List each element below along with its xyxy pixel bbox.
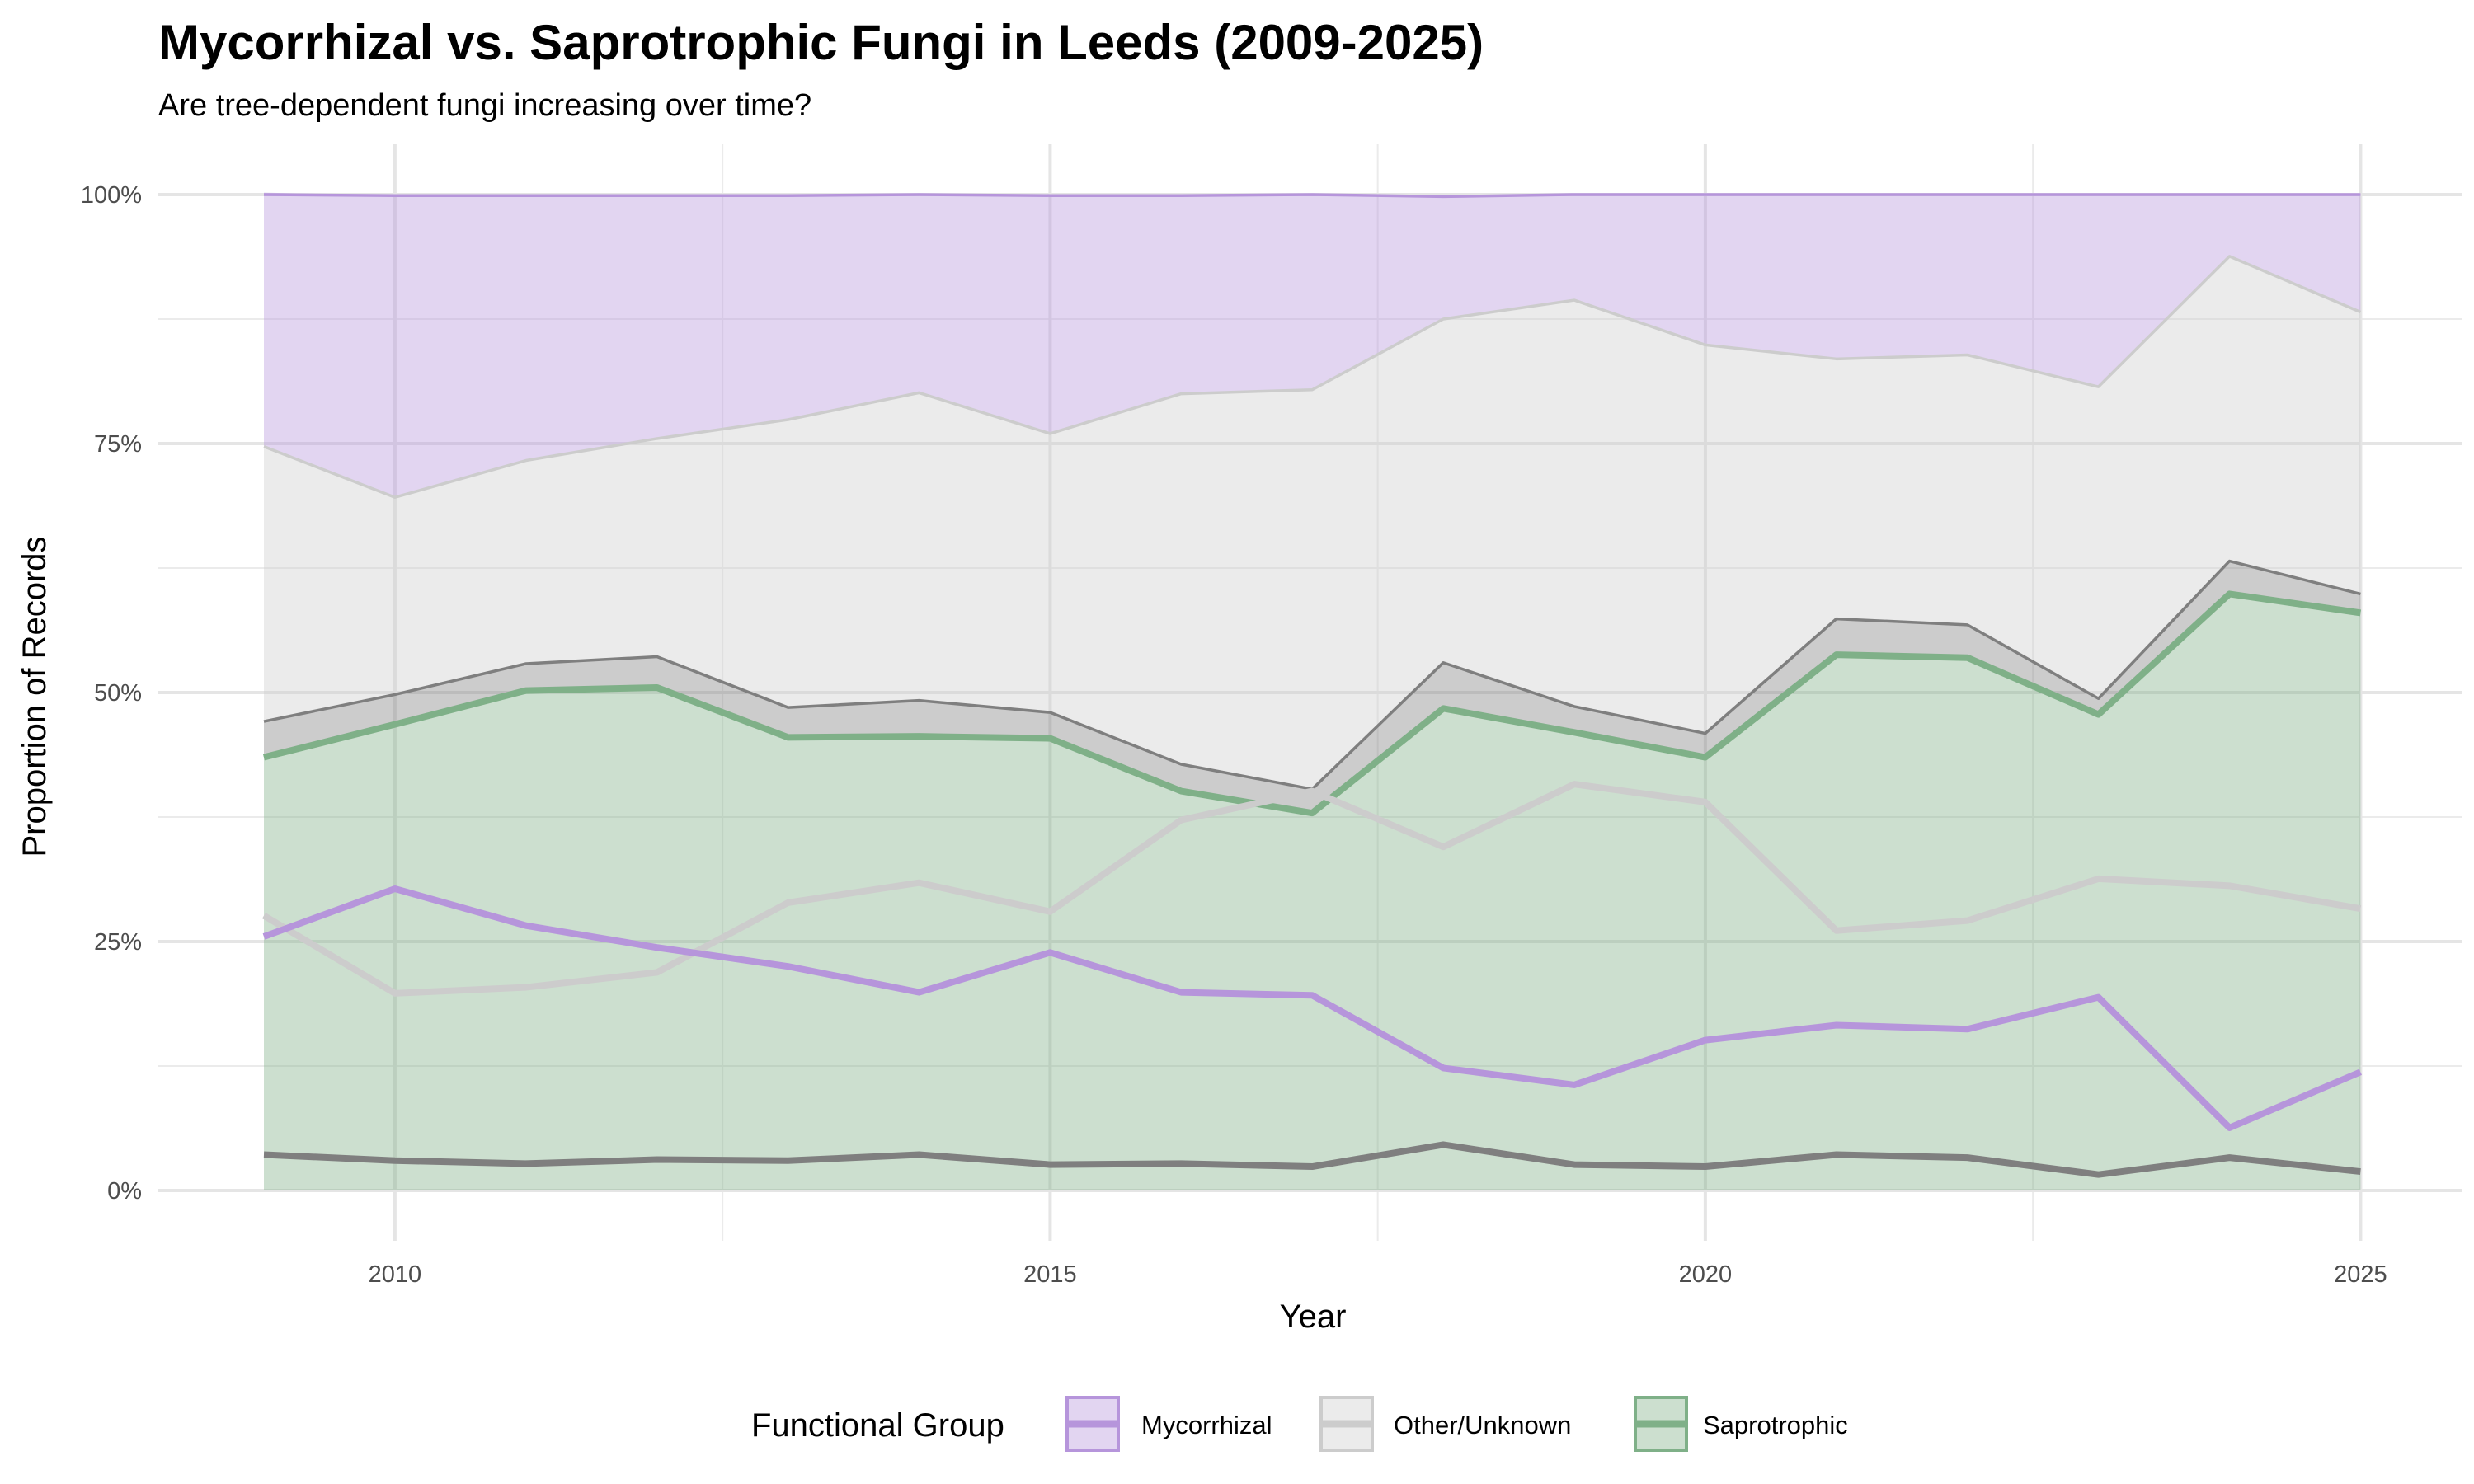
area-series-1 (264, 561, 2361, 814)
stacked-areas (263, 192, 2362, 1190)
y-axis-title: Proportion of Records (16, 536, 53, 857)
x-tick-label: 2025 (2334, 1261, 2387, 1288)
legend-label: Other/Unknown (1394, 1411, 1571, 1439)
x-axis-title: Year (1280, 1298, 1347, 1335)
legend-item-mycorrhizal: Mycorrhizal (1065, 1396, 1272, 1452)
legend: Functional Group Mycorrhizal Other/Unknow… (751, 1396, 1848, 1452)
legend-item-saprotrophic: Saprotrophic (1634, 1396, 1848, 1452)
x-axis: 2010 2015 2020 2025 (369, 1261, 2387, 1288)
chart-subtitle: Are tree-dependent fungi increasing over… (158, 88, 811, 123)
y-tick-label: 75% (94, 431, 142, 458)
chart-title: Mycorrhizal vs. Saprotrophic Fungi in Le… (158, 15, 1484, 70)
y-tick-label: 0% (107, 1178, 142, 1205)
area-saprotrophic (264, 594, 2361, 1190)
x-tick-label: 2020 (1679, 1261, 1733, 1288)
x-tick-label: 2015 (1023, 1261, 1077, 1288)
area-other-unknown (264, 256, 2361, 790)
legend-title: Functional Group (751, 1407, 1004, 1444)
area-outline (263, 255, 2362, 499)
legend-label: Mycorrhizal (1141, 1411, 1272, 1439)
legend-label: Saprotrophic (1703, 1411, 1848, 1439)
area-mycorrhizal (264, 192, 2361, 498)
y-tick-label: 100% (81, 182, 142, 209)
y-tick-label: 50% (94, 680, 142, 707)
y-axis: 0% 25% 50% 75% 100% (81, 182, 142, 1205)
x-tick-label: 2010 (369, 1261, 422, 1288)
y-tick-label: 25% (94, 929, 142, 956)
legend-item-other-unknown: Other/Unknown (1319, 1396, 1571, 1452)
series-lines (261, 590, 2362, 1178)
area-outline (263, 193, 2361, 199)
